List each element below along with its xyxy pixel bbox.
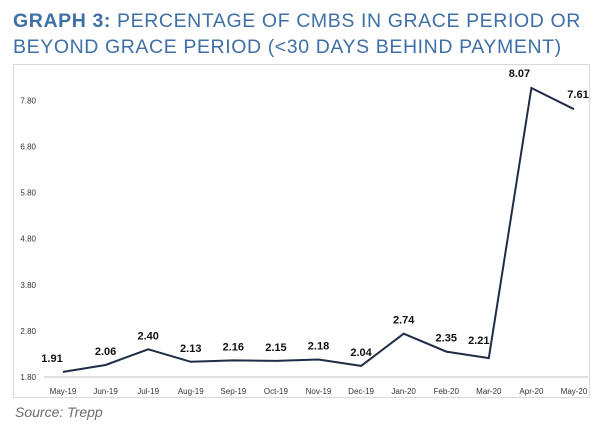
x-tick-label: Dec-19 [348, 387, 374, 396]
data-label: 2.35 [436, 333, 457, 345]
x-tick-label: Jan-20 [391, 387, 416, 396]
data-label: 2.13 [180, 343, 201, 355]
x-tick-label: Jul-19 [137, 387, 159, 396]
y-tick-label: 1.80 [20, 373, 36, 382]
x-tick-label: Mar-20 [476, 387, 502, 396]
data-label: 1.91 [41, 353, 62, 365]
x-tick-label: Jun-19 [93, 387, 118, 396]
data-label: 2.06 [95, 346, 116, 358]
y-axis-ticks: 1.80 2.80 3.80 4.80 5.80 6.80 7.80 [20, 96, 36, 382]
data-labels: 1.91 2.06 2.40 2.13 2.16 2.15 2.18 2.04 2.74 2.35… [41, 68, 588, 365]
x-axis-ticks: May-19 Jun-19 Jul-19 Aug-19 Sep-19 Oct-19 Nov-… [50, 387, 588, 396]
y-tick-label: 5.80 [20, 189, 36, 198]
x-tick-label: Apr-20 [519, 387, 544, 396]
data-label: 2.40 [137, 330, 158, 342]
data-label: 8.07 [509, 68, 530, 80]
chart-title: GRAPH 3: PERCENTAGE OF CMBS IN GRACE PER… [13, 8, 603, 60]
data-label: 2.16 [223, 341, 244, 353]
y-tick-label: 6.80 [20, 143, 36, 152]
y-tick-label: 7.80 [20, 96, 36, 105]
chart-title-lead: GRAPH 3: [13, 10, 111, 32]
source-note: Source: Trepp [15, 404, 103, 420]
x-tick-label: May-19 [50, 387, 77, 396]
data-label: 2.21 [468, 335, 489, 347]
data-label: 2.04 [350, 347, 372, 359]
x-tick-label: Feb-20 [434, 387, 460, 396]
data-label: 2.18 [308, 340, 329, 352]
data-label: 2.15 [265, 342, 286, 354]
x-tick-label: Sep-19 [220, 387, 246, 396]
x-tick-label: Aug-19 [178, 387, 204, 396]
chart-title-text: PERCENTAGE OF CMBS IN GRACE PERIOD OR BE… [13, 10, 581, 58]
series-line [62, 86, 575, 373]
chart-frame [13, 64, 590, 398]
data-label: 7.61 [567, 89, 588, 101]
y-tick-label: 4.80 [20, 235, 36, 244]
y-tick-label: 2.80 [20, 327, 36, 336]
x-tick-label: Nov-19 [306, 387, 332, 396]
y-tick-label: 3.80 [20, 281, 36, 290]
x-tick-label: May-20 [561, 387, 588, 396]
x-tick-label: Oct-19 [264, 387, 289, 396]
data-label: 2.74 [393, 315, 415, 327]
